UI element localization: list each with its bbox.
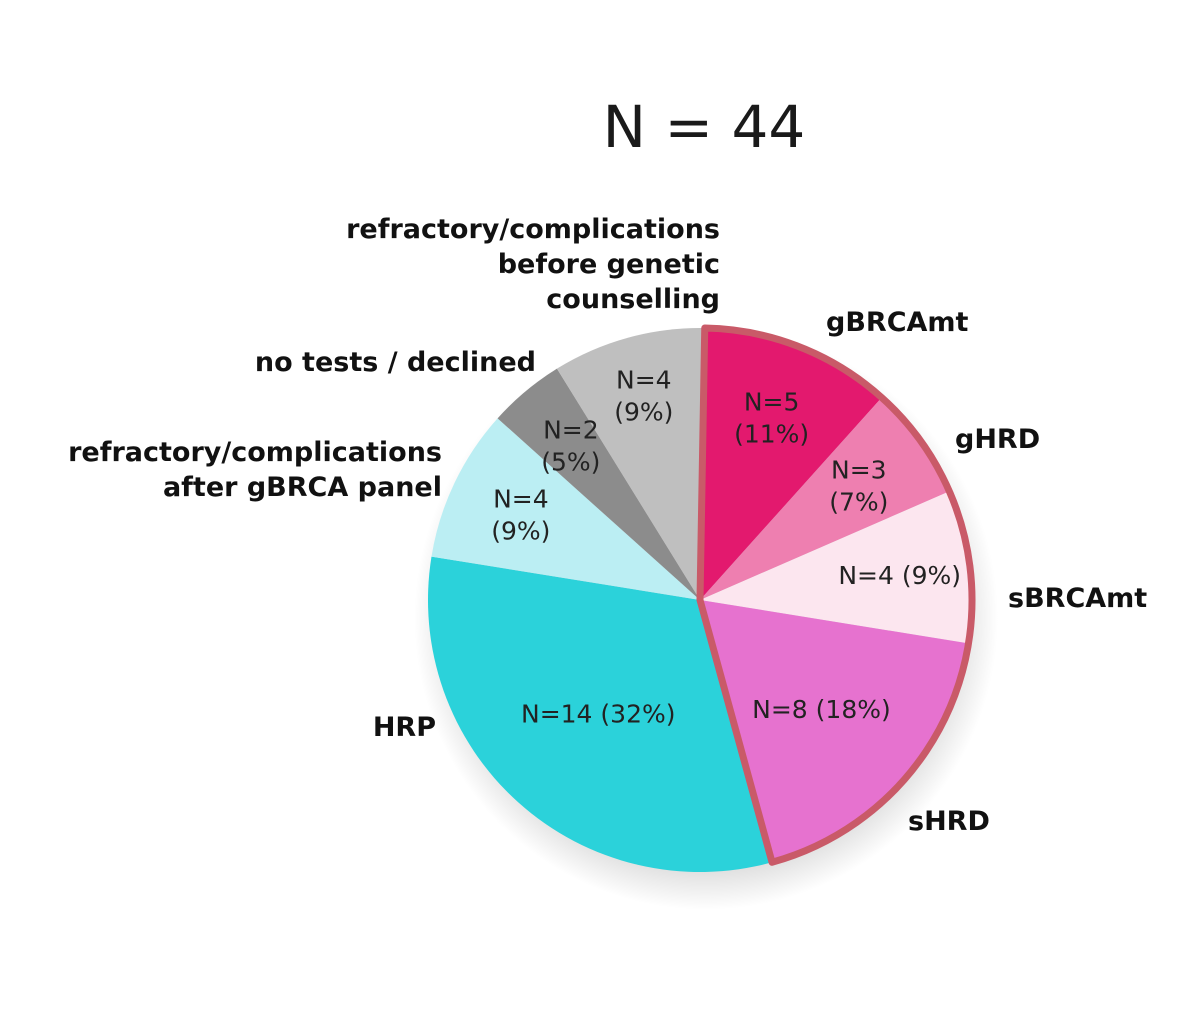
highlight-outline-group (696, 324, 976, 866)
slice-shrd (700, 600, 969, 863)
value-label-refractory-complications-after-gbrca-panel: (9%) (491, 516, 550, 545)
highlight-outline (696, 324, 976, 866)
category-label-refractory-complications-before-genetic-counselling: counselling (546, 284, 720, 315)
value-label-refractory-complications-after-gbrca-panel: N=4 (493, 484, 549, 513)
value-label-no-tests-declined: (5%) (541, 448, 600, 477)
category-labels: gBRCAmt gHRD sBRCAmt sHRD HRP refractory/comp… (68, 214, 1147, 837)
value-label-ghrd: N=3 (831, 455, 887, 484)
value-label-gbrcamt: (11%) (734, 420, 809, 449)
pie-slices (427, 327, 972, 872)
category-label-refractory-complications-before-genetic-counselling: refractory/complications (346, 214, 720, 245)
slice-gbrcamt (700, 328, 882, 600)
chart-title: N = 44 (603, 93, 806, 161)
category-label-ghrd: gHRD (955, 424, 1040, 455)
category-label-refractory-complications-after-gbrca-panel: refractory/complications (68, 437, 442, 468)
value-label-no-tests-declined: N=2 (543, 416, 599, 445)
category-label-refractory-complications-before-genetic-counselling: before genetic (498, 249, 720, 280)
value-label-gbrcamt: N=5 (744, 388, 800, 417)
slice-refractory-complications-after-gbrca-panel (431, 418, 700, 600)
slice-no-tests-declined (497, 368, 700, 600)
slice-ghrd (700, 397, 950, 600)
value-label-refractory-complications-before-genetic-counselling: (9%) (614, 397, 673, 426)
value-label-ghrd: (7%) (829, 487, 888, 516)
category-label-hrp: HRP (373, 712, 436, 743)
value-label-hrp: N=14 (32%) (521, 699, 675, 728)
slice-sbrcamt (700, 491, 972, 644)
category-label-no-tests-declined: no tests / declined (255, 347, 536, 378)
slice-refractory-complications-before-genetic-counselling (556, 327, 705, 600)
category-label-gbrcamt: gBRCAmt (826, 307, 969, 338)
category-label-shrd: sHRD (908, 806, 990, 837)
value-label-refractory-complications-before-genetic-counselling: N=4 (616, 365, 672, 394)
value-label-sbrcamt: N=4 (9%) (838, 561, 961, 590)
category-label-refractory-complications-after-gbrca-panel: after gBRCA panel (163, 472, 442, 503)
value-labels: N=5 (11%) N=3 (7%) N=4 (9%) N=8 (18%) N=14 (32… (491, 365, 961, 728)
category-label-sbrcamt: sBRCAmt (1008, 583, 1147, 614)
slice-hrp (427, 556, 773, 872)
value-label-shrd: N=8 (18%) (752, 695, 891, 724)
